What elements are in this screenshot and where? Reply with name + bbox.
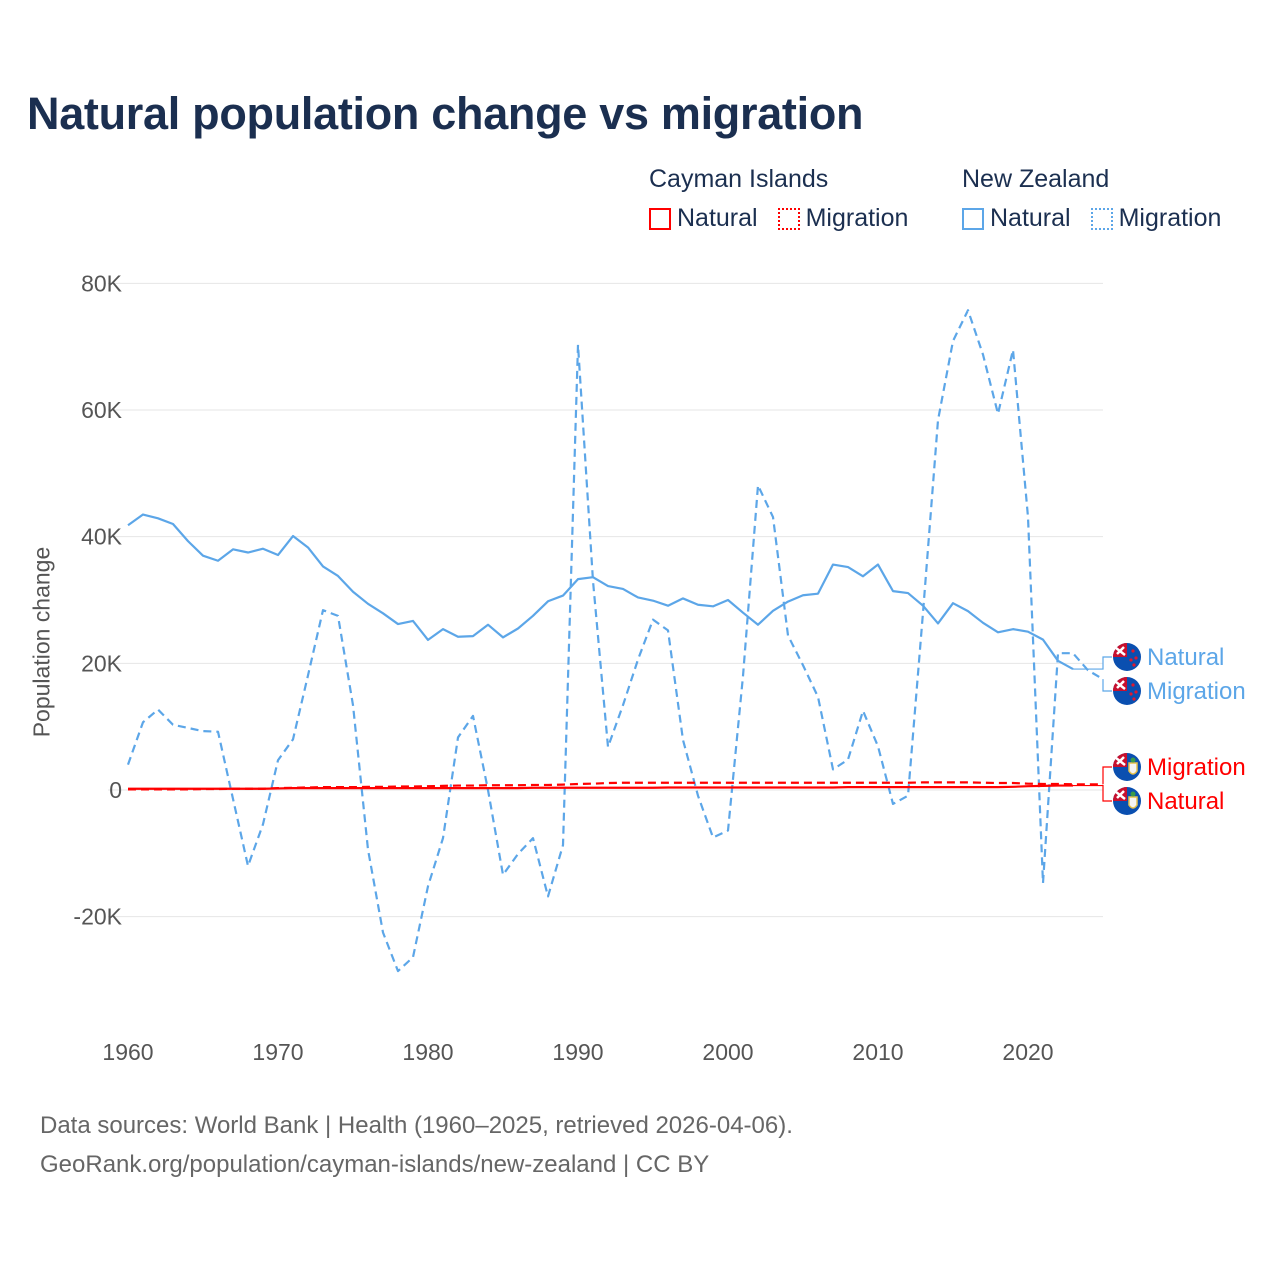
x-tick-label: 1990 [552,1039,603,1065]
x-tick-label: 2000 [702,1039,753,1065]
legend-swatch-solid [962,207,984,230]
y-tick-label: 40K [81,524,123,550]
label-connector [1073,656,1112,670]
label-connector [1073,784,1112,802]
x-tick-label: 2010 [852,1039,903,1065]
legend-group-title: Cayman Islands [649,165,829,193]
legend-swatch-solid [649,207,671,230]
series-end-label: Natural [1147,644,1224,671]
legend-group-title: New Zealand [962,165,1110,193]
legend-swatch-dotted [1090,207,1113,230]
series-end-label: Natural [1147,788,1224,815]
legend-label: Migration [1118,204,1222,232]
y-tick-label: 20K [81,650,123,676]
series-line-new-zealand-natural[interactable] [127,513,1074,671]
series-end-label: Migration [1147,678,1246,705]
new-zealand-flag-icon [1113,643,1141,671]
legend-group-new-zealand: New Zealand Natural Migration [962,162,1221,233]
series-line-cayman-islands-natural[interactable] [128,784,1073,790]
x-tick-label: 2020 [1002,1039,1053,1065]
legend-swatch-dotted [777,207,800,230]
legend-item-nz-migration[interactable]: Migration [1090,204,1222,233]
label-connector [1102,679,1112,692]
y-tick-label: -20K [73,904,122,930]
new-zealand-flag-icon [1113,677,1141,705]
y-tick-label: 0 [109,777,122,803]
cayman-islands-flag-icon [1113,787,1141,815]
series-end-label: Migration [1147,754,1246,781]
chart-title: Natural population change vs migration [27,88,864,139]
source-link[interactable]: GeoRank.org/population/cayman-islands/ne… [40,1151,710,1178]
x-tick-label: 1970 [252,1039,303,1065]
y-tick-label: 60K [81,397,123,423]
footer: Data sources: World Bank | Health (1960–… [40,1106,793,1184]
series-line-new-zealand-migration[interactable] [126,309,1104,973]
x-tick-label: 1960 [102,1039,153,1065]
label-connector [1102,766,1112,785]
legend-label: Natural [677,204,758,232]
legend-label: Migration [805,204,909,232]
cayman-islands-flag-icon [1113,753,1141,781]
x-tick-label: 1980 [402,1039,453,1065]
legend-item-nz-natural[interactable]: Natural [962,204,1071,233]
legend-item-cayman-migration[interactable]: Migration [777,204,909,233]
legend-item-cayman-natural[interactable]: Natural [649,204,758,233]
legend-group-cayman-islands: Cayman Islands Natural Migration [649,162,908,233]
data-source-note: Data sources: World Bank | Health (1960–… [40,1112,793,1139]
y-tick-label: 80K [81,270,123,296]
legend-label: Natural [990,204,1071,232]
